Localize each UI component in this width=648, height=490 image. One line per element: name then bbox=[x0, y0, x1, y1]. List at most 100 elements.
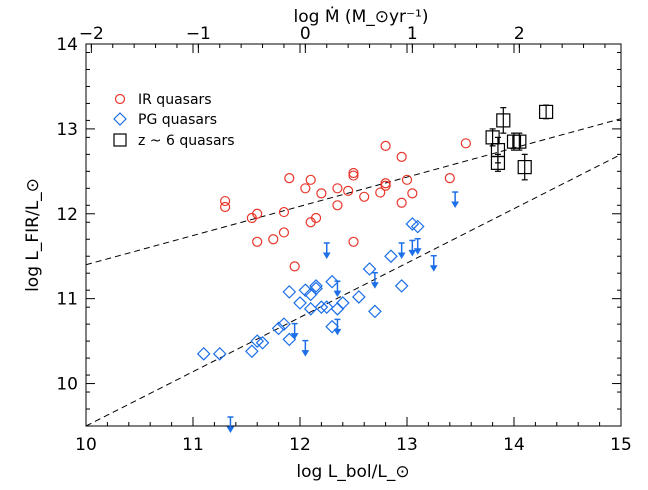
pg-quasar-point bbox=[255, 335, 270, 350]
x-axis-ticks: 10 11 12 13 14 15 bbox=[75, 44, 632, 455]
pg-quasar-point bbox=[196, 346, 211, 361]
pg-quasar-point bbox=[245, 344, 259, 359]
pg-quasar-point bbox=[319, 300, 334, 315]
ir-quasar-point bbox=[460, 138, 471, 149]
ir-quasar-point bbox=[407, 188, 418, 199]
z6-square bbox=[490, 143, 506, 158]
z6-square bbox=[538, 104, 554, 120]
ir-quasar-point bbox=[310, 212, 322, 224]
ir-quasar-point bbox=[278, 227, 290, 238]
y-tick-label: 14 bbox=[56, 35, 78, 55]
top-tick-label: −2 bbox=[79, 24, 104, 44]
top-tick-label: 1 bbox=[407, 24, 418, 44]
ir-quasar-point bbox=[401, 174, 413, 185]
ir-quasar-point bbox=[268, 234, 279, 245]
ir-quasar-point bbox=[348, 170, 359, 181]
upper-limit-head bbox=[371, 282, 379, 289]
y-tick-label: 13 bbox=[56, 120, 78, 140]
ir-quasar-point bbox=[380, 140, 391, 151]
ir-quasar-point bbox=[316, 188, 327, 199]
pg-quasar-point bbox=[314, 300, 329, 315]
x-tick-label: 14 bbox=[503, 435, 525, 455]
z6-square bbox=[512, 134, 527, 149]
pg-upper-limit-arrow bbox=[290, 322, 299, 340]
pg-upper-limit-arrow bbox=[429, 254, 438, 272]
pg-quasar-point bbox=[405, 217, 420, 231]
upper-limit-head bbox=[408, 249, 417, 257]
pg-quasar-point bbox=[282, 285, 297, 299]
top-tick-label: −1 bbox=[186, 24, 211, 44]
ir-quasar-point bbox=[380, 180, 391, 191]
upper-limit-head bbox=[429, 265, 438, 272]
pg-quasar-point bbox=[325, 274, 339, 289]
pg-quasar-point bbox=[362, 262, 377, 276]
ir-quasar-point bbox=[220, 195, 231, 207]
z6-quasar-point bbox=[517, 153, 532, 181]
y-tick-label: 12 bbox=[56, 205, 78, 225]
legend: IR quasars PG quasars z ~ 6 quasars bbox=[113, 92, 235, 149]
z6-quasar-point bbox=[538, 104, 554, 120]
pg-quasar-point bbox=[250, 334, 265, 348]
pg-quasar-point bbox=[277, 317, 291, 331]
pg-upper-limit-arrow bbox=[451, 191, 460, 209]
y-tick-label: 10 bbox=[56, 375, 78, 395]
ir-quasar-point bbox=[289, 261, 300, 272]
ir-quasar-point bbox=[332, 200, 343, 211]
ir-quasar-point bbox=[375, 187, 386, 198]
ir-quasar-point bbox=[396, 151, 407, 163]
legend-label-z6: z ~ 6 quasars bbox=[138, 133, 235, 149]
ir-quasar-point bbox=[252, 236, 263, 247]
pg-quasar-point bbox=[303, 302, 318, 316]
upper-limit-head bbox=[226, 426, 235, 433]
pg-quasar-point bbox=[271, 321, 286, 336]
ir-quasar-point bbox=[284, 173, 295, 184]
pg-quasar-point bbox=[298, 283, 313, 298]
x-tick-label: 11 bbox=[182, 435, 204, 455]
ir-quasar-point bbox=[305, 174, 316, 185]
pg-quasar-point bbox=[410, 219, 425, 234]
dashed-reference-lines bbox=[85, 118, 622, 427]
upper-limit-head bbox=[290, 333, 299, 340]
z6-quasar-point bbox=[512, 132, 527, 151]
pg-quasar-point bbox=[293, 296, 307, 310]
upper-limit-head bbox=[322, 252, 331, 259]
y-tick-label: 11 bbox=[56, 290, 78, 310]
pg-quasar-point bbox=[282, 332, 297, 347]
ir-quasar-point bbox=[348, 167, 359, 179]
ir-quasar-point bbox=[300, 183, 311, 194]
z6-square bbox=[496, 113, 511, 128]
ir-quasar-point bbox=[278, 206, 290, 218]
ir-quasar-point bbox=[343, 185, 354, 196]
top-axis-ticks: −2 −1 0 1 2 bbox=[79, 24, 606, 53]
pg-quasar-point bbox=[309, 281, 323, 296]
pg-quasar-point bbox=[325, 319, 339, 334]
upper-limit-head bbox=[301, 350, 310, 357]
dashed-line bbox=[85, 118, 622, 266]
pg-upper-limit-arrow bbox=[226, 416, 235, 433]
pg-upper-limit-arrow bbox=[413, 237, 422, 255]
upper-limit-head bbox=[397, 252, 406, 259]
z6-quasar-point bbox=[496, 107, 511, 134]
legend-label-ir: IR quasars bbox=[138, 92, 212, 108]
top-tick-label: 0 bbox=[300, 24, 311, 44]
x-tick-label: 10 bbox=[75, 435, 97, 455]
pg-quasar-point bbox=[330, 302, 345, 316]
legend-marker-z6 bbox=[113, 133, 127, 147]
pg-quasar-point bbox=[352, 290, 366, 304]
ir-quasar-point bbox=[220, 201, 231, 213]
pg-quasar-point bbox=[384, 249, 398, 264]
ir-quasar-point bbox=[252, 208, 263, 219]
legend-marker-ir bbox=[114, 93, 126, 105]
pg-quasar-point bbox=[394, 279, 409, 293]
legend-label-pg: PG quasars bbox=[138, 112, 217, 128]
pg-upper-limit-arrow bbox=[333, 280, 342, 298]
data-marks bbox=[196, 104, 554, 433]
top-tick-label: 2 bbox=[514, 24, 525, 44]
z6-square bbox=[517, 159, 532, 175]
pg-quasar-point bbox=[368, 304, 382, 319]
ir-quasar-point bbox=[348, 236, 359, 247]
upper-limit-head bbox=[451, 201, 460, 209]
z6-quasar-point bbox=[490, 136, 506, 164]
upper-limit-head bbox=[333, 290, 342, 298]
